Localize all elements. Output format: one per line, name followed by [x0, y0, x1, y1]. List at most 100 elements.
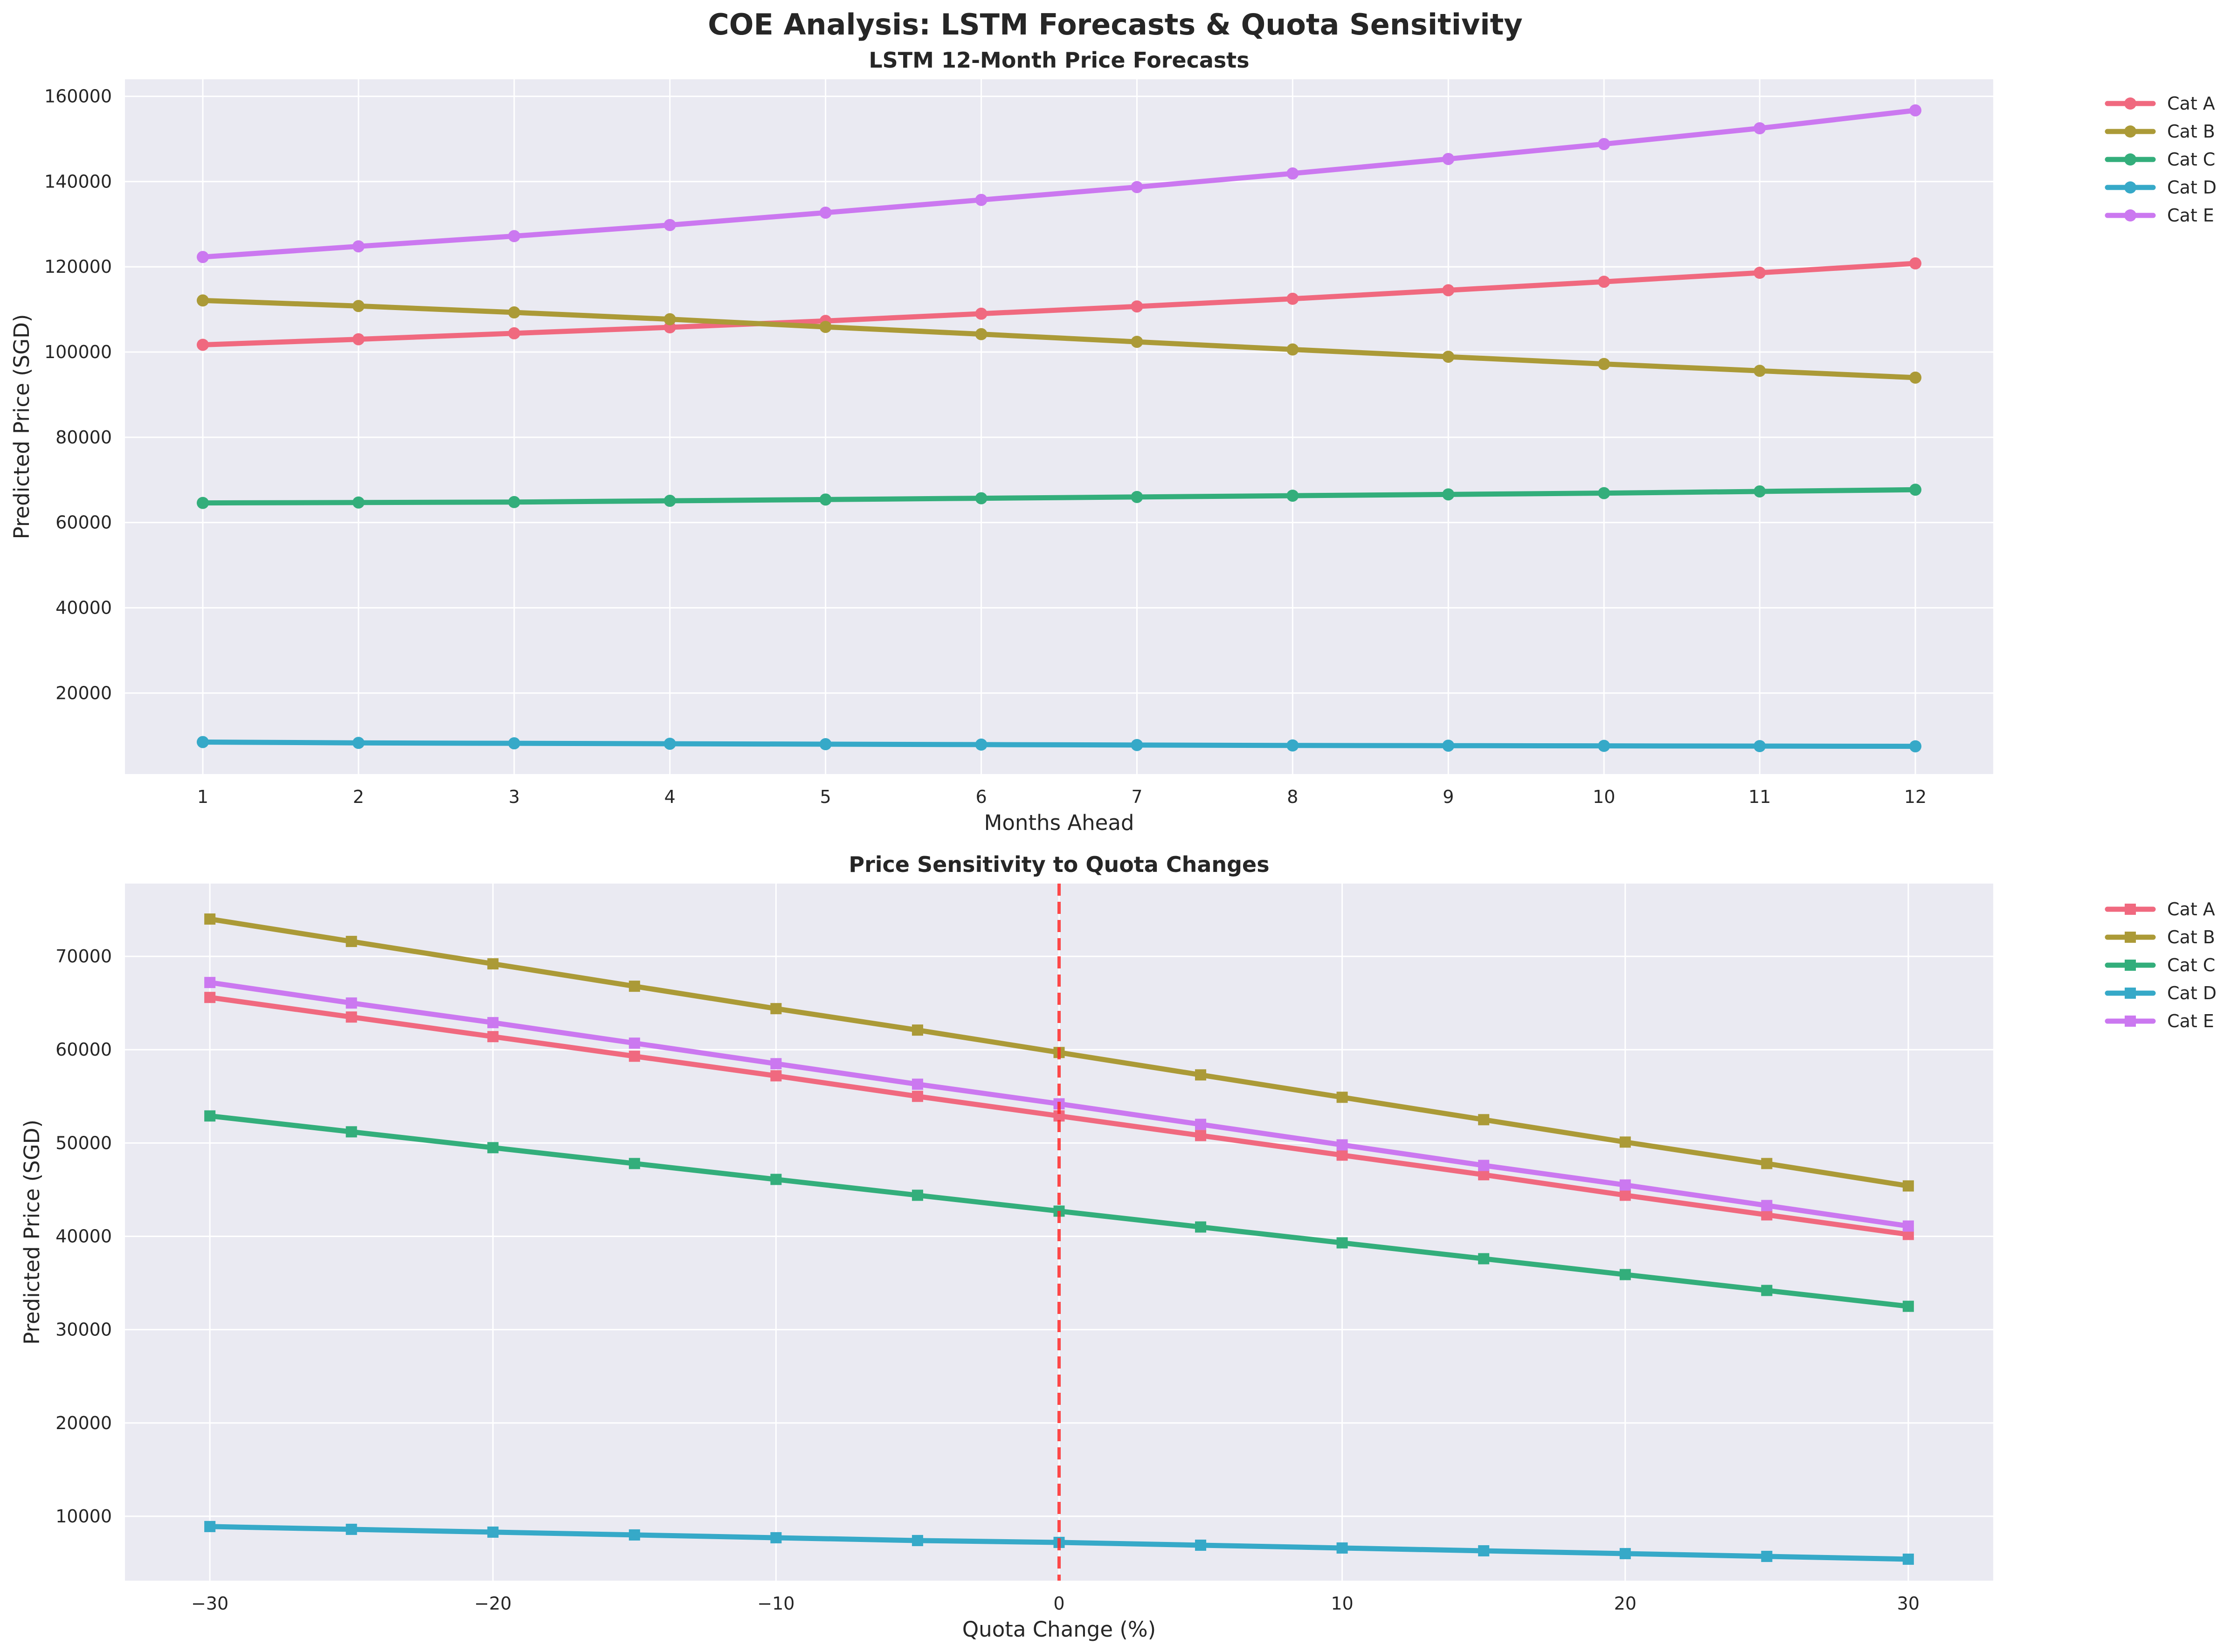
sensitivity-point-cat-e: [1336, 1139, 1348, 1151]
sensitivity-point-cat-d: [204, 1521, 216, 1532]
sensitivity-tick-labels: −30 −20 −10 0 10 20 30 10000 20000 30000 40000 5000…: [55, 946, 1920, 1614]
forecast-point-cat-c: [1131, 491, 1143, 503]
legend-marker: [2125, 988, 2136, 999]
forecast-chart-title: LSTM 12-Month Price Forecasts: [869, 48, 1249, 73]
x-tick-label: 30: [1897, 1593, 1920, 1614]
sensitivity-point-cat-d: [345, 1523, 357, 1535]
forecast-point-cat-c: [1286, 490, 1299, 502]
forecast-x-axis-label: Months Ahead: [984, 810, 1134, 835]
forecast-point-cat-a: [1442, 284, 1455, 297]
forecast-point-cat-a: [1131, 300, 1143, 313]
sensitivity-point-cat-a: [487, 1031, 499, 1043]
legend-marker: [2124, 97, 2136, 110]
sensitivity-point-cat-b: [1195, 1069, 1207, 1081]
forecast-point-cat-e: [663, 219, 676, 231]
y-tick-label: 60000: [55, 512, 112, 533]
forecast-chart: 1 2 3 4 5 6 7 8 9 10 11 122000040000600008000010000…: [9, 48, 2217, 835]
legend-item-cat-a: Cat A: [2105, 93, 2215, 114]
sensitivity-point-cat-d: [1902, 1553, 1914, 1565]
sensitivity-chart-title: Price Sensitivity to Quota Changes: [849, 852, 1269, 877]
sensitivity-point-cat-a: [204, 992, 216, 1003]
y-tick-label: 20000: [55, 683, 112, 703]
x-tick-label: 11: [1748, 787, 1771, 807]
legend-marker: [2124, 181, 2136, 194]
sensitivity-point-cat-d: [1336, 1542, 1348, 1554]
x-tick-label: 12: [1904, 787, 1927, 807]
legend-label: Cat A: [2167, 93, 2215, 114]
forecast-point-cat-a: [1286, 292, 1299, 305]
forecast-point-cat-b: [508, 306, 520, 319]
forecast-plot-area: [125, 79, 1993, 774]
y-tick-label: 120000: [44, 256, 112, 277]
x-tick-label: 4: [664, 787, 676, 807]
sensitivity-point-cat-a: [345, 1011, 357, 1023]
forecast-series-group: [196, 104, 1922, 753]
sensitivity-point-cat-c: [204, 1110, 216, 1122]
y-tick-label: 10000: [55, 1506, 112, 1527]
sensitivity-point-cat-c: [1761, 1285, 1773, 1296]
sensitivity-point-cat-b: [1761, 1158, 1773, 1169]
sensitivity-point-cat-c: [629, 1158, 640, 1169]
legend-marker: [2124, 209, 2136, 221]
forecast-series-line-cat-a: [200, 261, 1918, 347]
forecast-point-cat-a: [196, 339, 209, 351]
forecast-point-cat-b: [196, 294, 209, 307]
forecast-point-cat-e: [352, 240, 365, 253]
legend-label: Cat A: [2167, 899, 2215, 919]
forecast-point-cat-b: [663, 313, 676, 325]
x-tick-label: 3: [509, 787, 520, 807]
forecast-point-cat-c: [975, 492, 988, 505]
sensitivity-point-cat-b: [487, 958, 499, 970]
x-tick-label: −20: [474, 1593, 511, 1614]
y-tick-label: 40000: [55, 1226, 112, 1247]
sensitivity-point-cat-c: [770, 1174, 782, 1185]
forecast-point-cat-a: [508, 327, 520, 339]
sensitivity-point-cat-c: [345, 1126, 357, 1138]
forecast-point-cat-c: [1442, 488, 1455, 501]
forecast-point-cat-d: [1286, 739, 1299, 752]
sensitivity-point-cat-d: [1195, 1539, 1207, 1551]
sensitivity-point-cat-c: [1195, 1221, 1207, 1233]
sensitivity-point-cat-c: [1478, 1253, 1490, 1265]
legend-label: Cat C: [2167, 955, 2215, 975]
forecast-point-cat-d: [819, 738, 832, 751]
forecast-point-cat-d: [663, 738, 676, 750]
sensitivity-point-cat-a: [770, 1070, 782, 1082]
sensitivity-point-cat-c: [1619, 1269, 1631, 1280]
forecast-point-cat-e: [1754, 122, 1766, 135]
sensitivity-point-cat-e: [1195, 1119, 1207, 1130]
legend-item-cat-c: Cat C: [2105, 955, 2215, 975]
legend-label: Cat E: [2167, 1011, 2214, 1031]
sensitivity-point-cat-c: [1336, 1237, 1348, 1249]
sensitivity-x-axis-label: Quota Change (%): [962, 1617, 1156, 1642]
x-tick-label: 5: [820, 787, 831, 807]
sensitivity-point-cat-d: [770, 1532, 782, 1543]
forecast-legend: Cat A Cat B Cat C Cat D Cat E: [2105, 93, 2217, 226]
sensitivity-point-cat-a: [912, 1091, 923, 1102]
legend-item-cat-e: Cat E: [2105, 1011, 2214, 1031]
legend-label: Cat E: [2167, 205, 2214, 226]
sensitivity-point-cat-c: [1902, 1300, 1914, 1312]
forecast-point-cat-c: [1909, 484, 1922, 496]
x-tick-label: −30: [191, 1593, 228, 1614]
sensitivity-point-cat-d: [629, 1529, 640, 1541]
forecast-point-cat-b: [1442, 351, 1455, 363]
sensitivity-point-cat-b: [912, 1024, 923, 1036]
forecast-point-cat-d: [1909, 740, 1922, 753]
sensitivity-point-cat-d: [1619, 1548, 1631, 1559]
legend-item-cat-a: Cat A: [2105, 899, 2215, 919]
sensitivity-point-cat-b: [1902, 1180, 1914, 1192]
sensitivity-point-cat-a: [1478, 1169, 1490, 1181]
sensitivity-point-cat-d: [1478, 1545, 1490, 1556]
forecast-y-axis-label: Predicted Price (SGD): [9, 314, 34, 539]
legend-label: Cat C: [2167, 149, 2215, 170]
x-tick-label: 1: [197, 787, 208, 807]
forecast-point-cat-a: [975, 307, 988, 320]
sensitivity-point-cat-e: [1478, 1160, 1490, 1171]
y-tick-label: 160000: [44, 86, 112, 107]
sensitivity-point-cat-a: [629, 1051, 640, 1062]
forecast-point-cat-d: [1131, 739, 1143, 751]
legend-marker: [2125, 1016, 2136, 1027]
forecast-point-cat-b: [1286, 343, 1299, 356]
